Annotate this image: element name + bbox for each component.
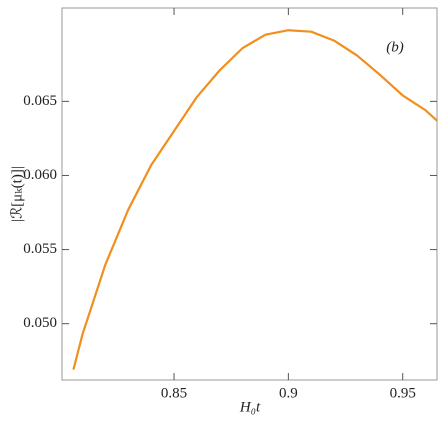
data-line (72, 29, 438, 370)
y-tick-label: 0.055 (23, 241, 57, 257)
annotation: (b) (386, 39, 404, 55)
x-axis-label: H₀t (239, 399, 261, 415)
y-tick-label: 0.065 (23, 93, 57, 109)
y-axis-label: |ℛ[μₖ(t)]| (9, 166, 25, 222)
y-tick-label: 0.060 (23, 167, 57, 183)
plot-frame (61, 7, 438, 381)
x-tick-label: 0.85 (161, 385, 187, 401)
y-tick-label: 0.050 (23, 315, 57, 331)
x-tick-label: 0.9 (279, 385, 298, 401)
x-tick-label: 0.95 (390, 385, 416, 401)
